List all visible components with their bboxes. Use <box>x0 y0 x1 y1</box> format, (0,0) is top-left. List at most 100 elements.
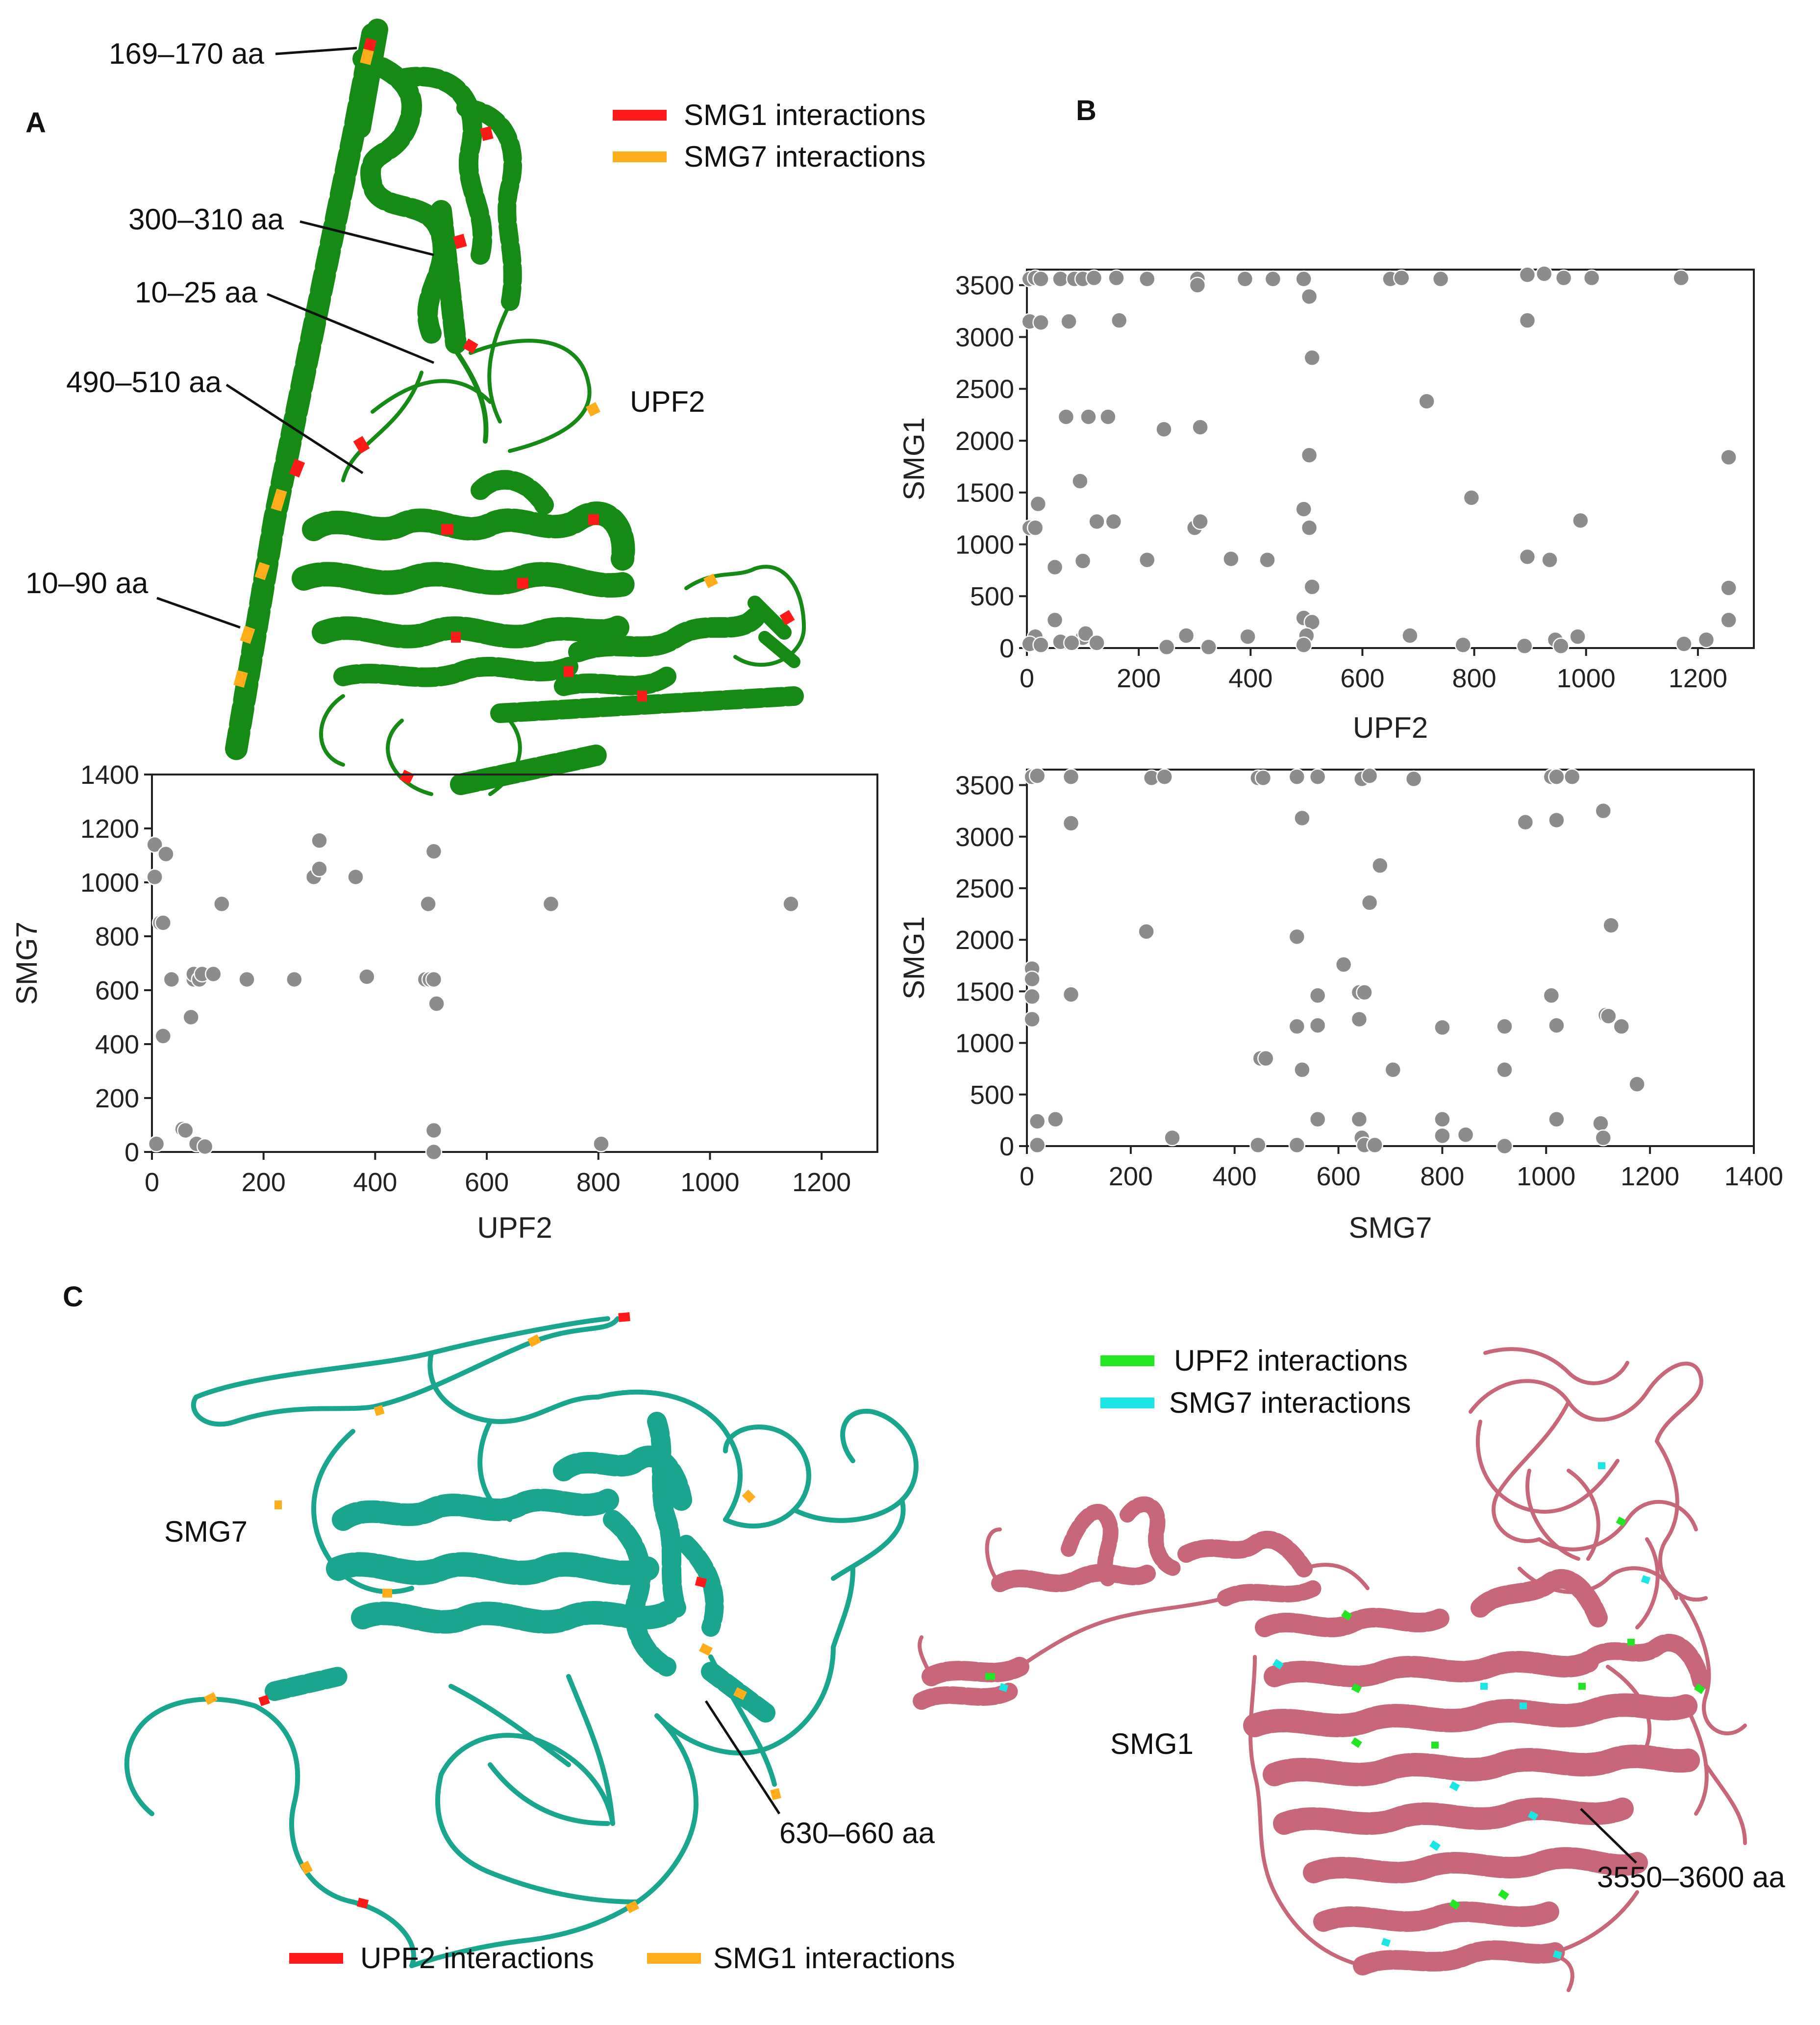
data-point <box>311 860 328 877</box>
data-point <box>157 846 175 863</box>
panel-letter-c: C <box>63 1281 83 1313</box>
data-point <box>1046 611 1064 629</box>
data-point <box>1548 768 1565 785</box>
data-point <box>1371 857 1389 874</box>
x-tick-label: 1400 <box>1724 1162 1783 1191</box>
data-point <box>1032 636 1049 653</box>
data-point <box>1434 1111 1451 1128</box>
data-point <box>1085 269 1103 287</box>
data-point <box>1052 270 1069 288</box>
data-point <box>1294 1061 1311 1078</box>
data-point <box>148 1135 165 1152</box>
scatter-chart-upf2-smg7: 0 200 400 600 800 1000 1200 0 200 400 600 800 1000 12… <box>10 760 878 1244</box>
data-point <box>1350 1010 1368 1028</box>
x-tick-label: 800 <box>1420 1162 1464 1191</box>
data-point <box>182 1008 199 1026</box>
data-point <box>1552 637 1570 655</box>
legend-label-upf2-smg1: UPF2 interactions <box>1174 1344 1408 1377</box>
data-point <box>1300 519 1318 536</box>
data-point <box>1300 288 1318 305</box>
x-axis-label: UPF2 <box>477 1211 552 1244</box>
data-point <box>1496 1061 1513 1078</box>
data-point <box>1309 987 1326 1004</box>
x-axis-label: SMG7 <box>1348 1211 1432 1244</box>
upf2-legend: SMG1 interactions SMG7 interactions <box>613 99 926 173</box>
data-point <box>542 895 560 913</box>
data-point <box>311 832 328 849</box>
data-point <box>1309 1017 1326 1034</box>
data-point <box>420 895 437 913</box>
legend-label-smg1-c: SMG1 interactions <box>713 1942 955 1975</box>
data-point <box>1303 349 1321 367</box>
y-tick-label: 2500 <box>955 874 1014 903</box>
data-point <box>1062 768 1080 785</box>
data-point <box>1057 408 1075 425</box>
data-point <box>1189 276 1206 294</box>
annotation-169-170: 169–170 aa <box>109 37 265 70</box>
data-point <box>1295 636 1312 653</box>
data-point <box>1405 770 1422 788</box>
legend-label-smg1: SMG1 interactions <box>684 99 926 131</box>
x-tick-label: 200 <box>1109 1162 1153 1191</box>
y-tick-label: 800 <box>95 922 139 951</box>
y-tick-label: 2000 <box>955 925 1014 955</box>
data-point <box>1295 270 1312 288</box>
data-point <box>1583 269 1600 287</box>
upf2-annotations: 169–170 aa 300–310 aa 10–25 aa 490–510 a… <box>25 37 705 629</box>
data-point <box>1519 312 1536 329</box>
data-point <box>1139 551 1156 569</box>
data-point <box>1155 421 1172 438</box>
data-point <box>1628 1075 1645 1093</box>
data-point <box>358 968 375 985</box>
data-point <box>1356 984 1373 1001</box>
annotation-10-90: 10–90 aa <box>25 567 149 600</box>
data-point <box>1592 1115 1609 1132</box>
data-point <box>1361 767 1378 784</box>
data-point <box>1393 269 1410 287</box>
x-tick-label: 200 <box>1117 664 1161 693</box>
data-point <box>347 868 364 886</box>
data-point <box>1192 419 1209 436</box>
data-point <box>1138 923 1155 940</box>
smg1-legend: UPF2 interactions SMG7 interactions <box>1100 1344 1411 1419</box>
data-point <box>1046 558 1064 576</box>
annotation-630-660: 630–660 aa <box>779 1817 935 1850</box>
data-point <box>1028 767 1046 784</box>
data-point <box>428 995 445 1012</box>
data-point <box>1602 917 1620 934</box>
plot-frame <box>1026 769 1755 1147</box>
data-point <box>1088 513 1105 530</box>
smg1-structure: SMG1 3550–3600 aa <box>913 1347 1785 1992</box>
data-point <box>1548 811 1565 829</box>
data-point <box>177 1122 194 1139</box>
y-tick-label: 1000 <box>955 530 1014 559</box>
y-tick-label: 200 <box>95 1084 139 1113</box>
data-point <box>196 1138 214 1155</box>
data-point <box>1697 631 1715 649</box>
data-point <box>425 843 443 860</box>
data-point <box>1257 1050 1274 1067</box>
legend-label-smg7-smg1: SMG7 interactions <box>1169 1386 1411 1419</box>
data-point <box>1192 513 1209 530</box>
y-tick-label: 3000 <box>955 323 1014 352</box>
data-point <box>425 971 443 988</box>
plot-frame <box>1026 269 1755 649</box>
panel-letter-a: A <box>25 107 46 139</box>
upf2-interaction-marks <box>233 38 795 784</box>
data-point <box>1454 636 1472 653</box>
data-point <box>1720 611 1737 629</box>
data-point <box>1164 1129 1181 1147</box>
panel-letter-b: B <box>1076 95 1097 126</box>
x-tick-label: 400 <box>1228 664 1272 693</box>
x-tick-label: 600 <box>1317 1162 1361 1191</box>
y-tick-label: 1000 <box>80 868 139 898</box>
data-point <box>1595 802 1612 820</box>
data-point <box>1303 578 1321 596</box>
y-tick-label: 2500 <box>955 375 1014 404</box>
data-point <box>1023 1010 1041 1028</box>
upf2-label: UPF2 <box>630 385 705 418</box>
data-point <box>1434 1019 1451 1036</box>
data-point <box>1080 408 1097 425</box>
data-point <box>1548 1017 1565 1034</box>
data-point <box>1288 1136 1306 1154</box>
